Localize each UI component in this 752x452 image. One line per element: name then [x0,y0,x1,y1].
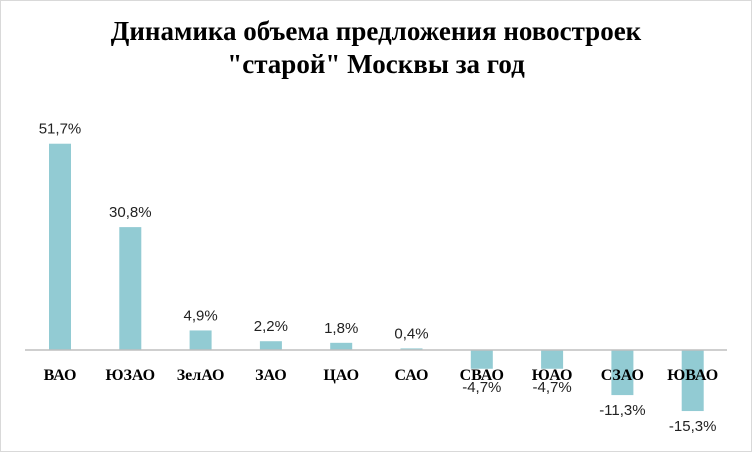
category-label: ЮВАО [667,367,718,384]
category-label: ЗелАО [177,367,225,384]
chart-title-line-1: Динамика объема предложения новостроек [110,16,642,46]
data-label: -11,3% [599,402,645,419]
data-label: -4,7% [533,379,572,396]
bar [49,143,71,350]
bar [470,350,493,369]
category-label: ЮЗАО [105,367,155,384]
data-label: 2,2% [254,318,288,335]
bar [400,348,423,350]
category-label: ЮАО [532,367,573,384]
bar [259,341,282,350]
data-label: -4,7% [462,379,501,396]
category-label: ЗАО [255,367,287,384]
bar [119,227,142,350]
bar [541,350,564,369]
data-label: 30,8% [109,204,152,221]
data-label: 1,8% [324,320,358,337]
bar [189,330,212,350]
category-label: САО [395,367,429,384]
data-label: 0,4% [394,325,428,342]
data-label: -15,3% [669,418,717,435]
category-label: ВАО [44,367,77,384]
bar [330,342,353,350]
category-label: ЦАО [323,367,359,384]
data-label: 51,7% [39,121,82,138]
chart-title: Динамика объема предложения новостроек "… [1,15,751,81]
bar [611,350,634,396]
bar [681,350,704,412]
category-label: СЗАО [601,367,644,384]
category-label: СВАО [460,367,504,384]
data-label: 4,9% [183,307,217,324]
chart-title-line-2: "старой" Москвы за год [227,49,525,79]
